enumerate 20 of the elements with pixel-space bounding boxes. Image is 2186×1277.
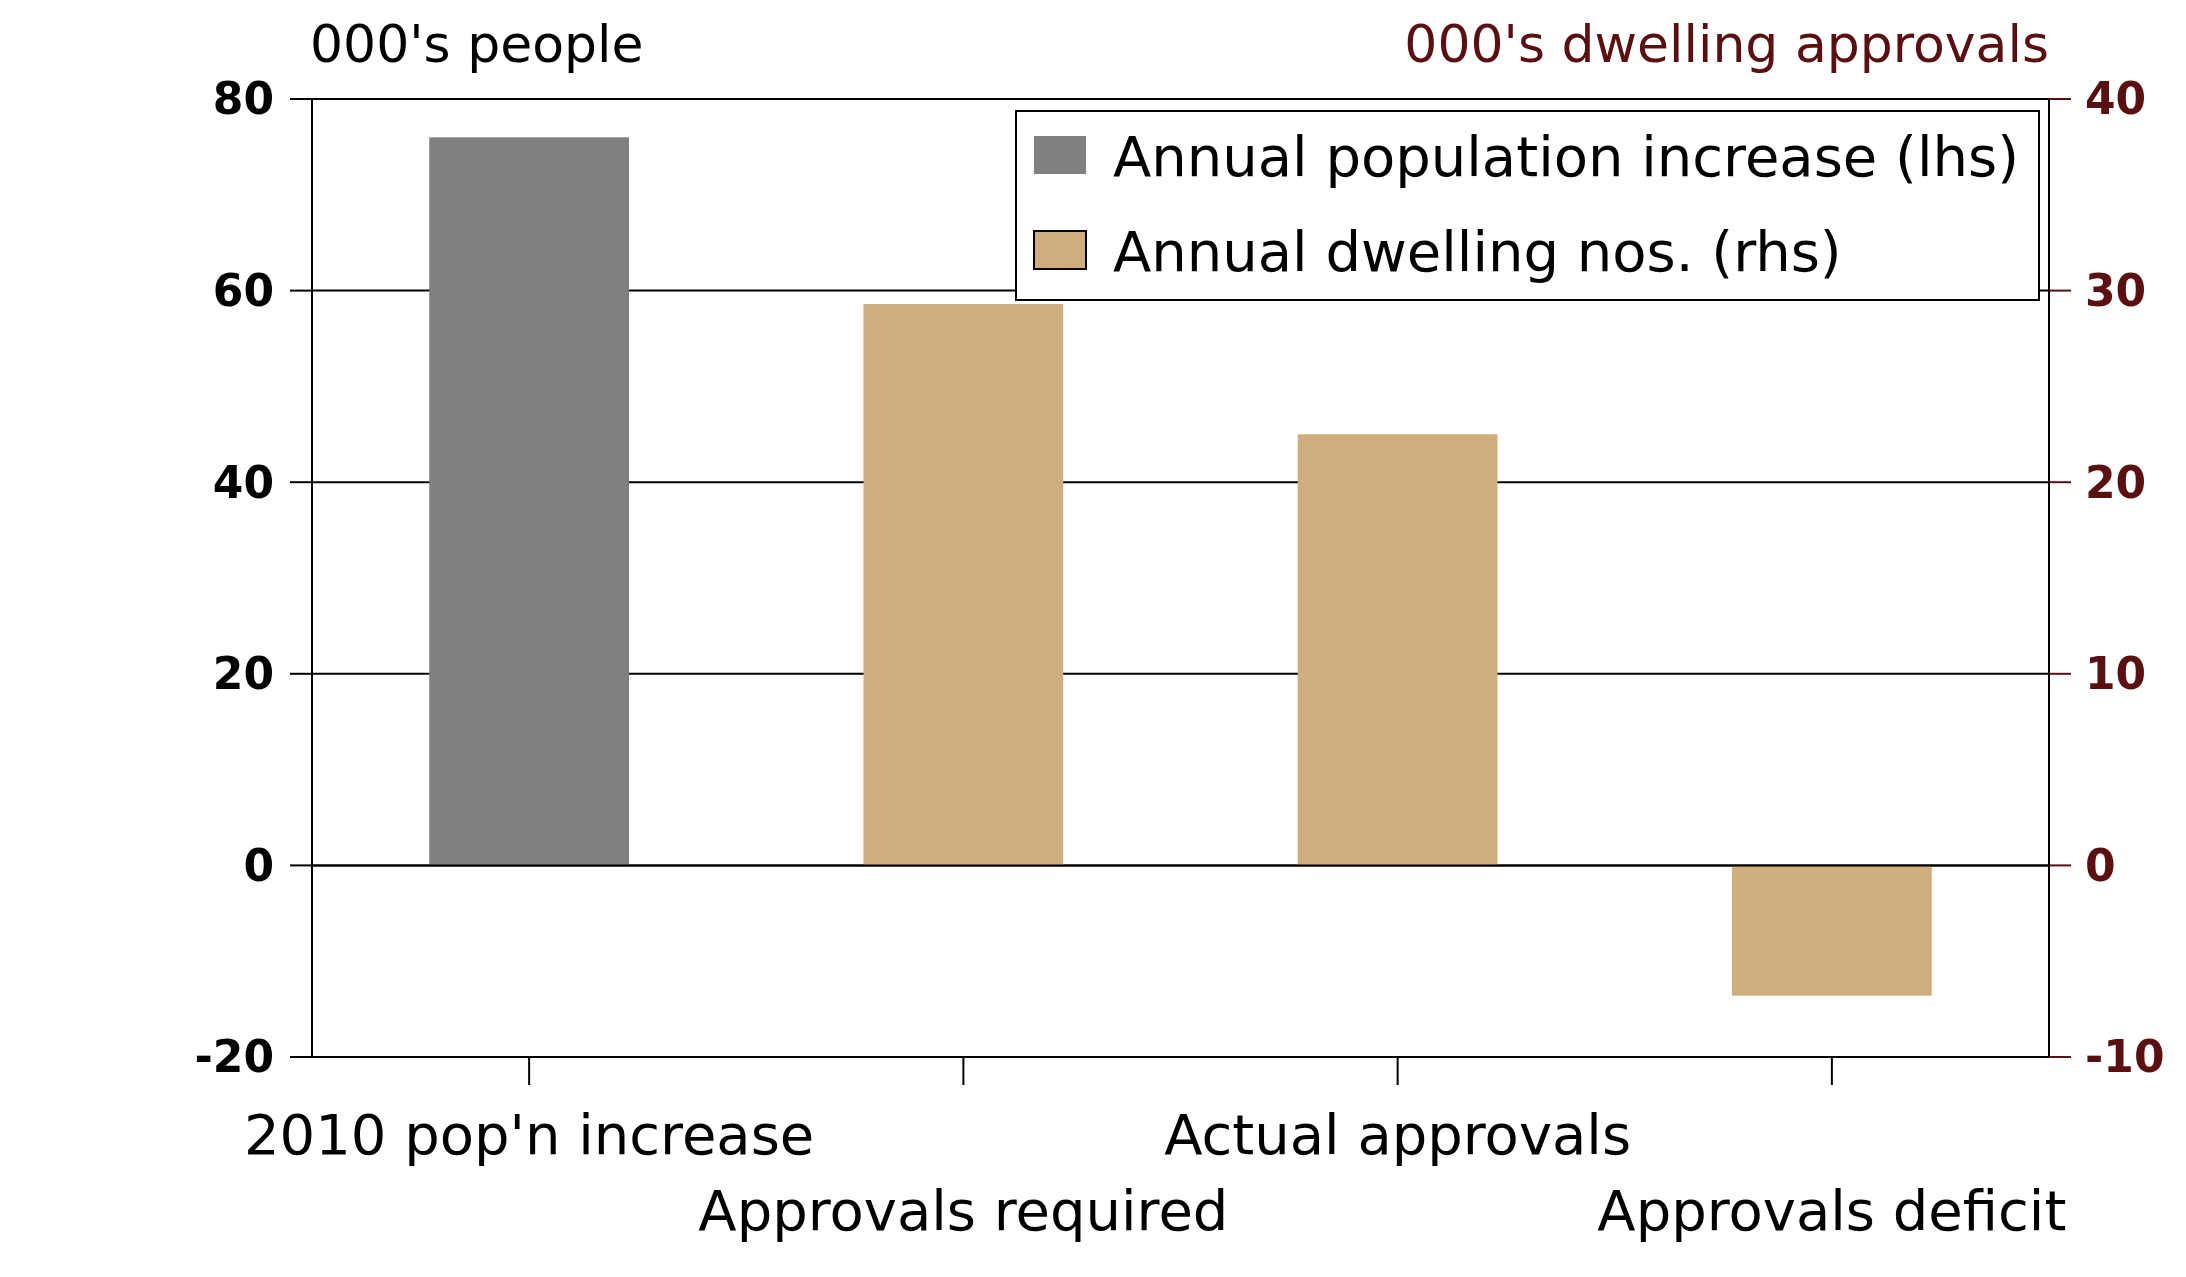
y-tick-label: 0 bbox=[243, 839, 274, 891]
x-tick-label: Actual approvals bbox=[1164, 1102, 1632, 1167]
y-tick-label: 20 bbox=[212, 648, 274, 700]
y2-tick-label: 20 bbox=[2085, 456, 2147, 508]
y-tick-label: 40 bbox=[212, 456, 274, 508]
y2-axis-title: 000's dwelling approvals bbox=[1404, 14, 2049, 74]
y-tick-label: -20 bbox=[194, 1031, 274, 1083]
y2-tick-label: 30 bbox=[2085, 265, 2147, 316]
y-axis-title: 000's people bbox=[310, 14, 644, 74]
legend-label: Annual population increase (lhs) bbox=[1113, 123, 2020, 189]
y2-tick-label: 0 bbox=[2085, 839, 2116, 891]
legend-label: Annual dwelling nos. (rhs) bbox=[1113, 218, 1842, 284]
y-tick-label: 80 bbox=[212, 73, 274, 125]
y2-tick-label: -10 bbox=[2085, 1031, 2165, 1083]
y2-tick-label: 40 bbox=[2085, 73, 2147, 125]
x-tick-label: 2010 pop'n increase bbox=[243, 1102, 815, 1167]
x-tick-label: Approvals deficit bbox=[1597, 1178, 2067, 1243]
y2-tick-label: 10 bbox=[2085, 648, 2147, 700]
y-tick-label: 60 bbox=[212, 265, 274, 316]
x-tick-label: Approvals required bbox=[698, 1178, 1229, 1243]
